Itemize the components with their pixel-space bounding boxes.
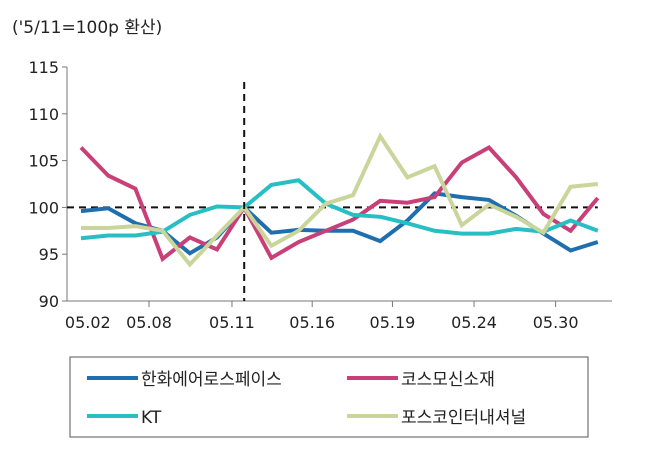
legend-box <box>69 356 589 438</box>
legend-label-2: KT <box>141 408 162 428</box>
x-tick-label: 05.11 <box>209 313 255 332</box>
y-tick-label: 110 <box>28 105 59 124</box>
series-line-2 <box>80 178 599 241</box>
y-tick-label: 115 <box>28 58 59 77</box>
y-tick-label: 90 <box>39 292 59 311</box>
chart-subtitle: ('5/11=100p 환산) <box>12 18 162 38</box>
legend-label-3: 포스코인터내셔널 <box>401 408 526 428</box>
x-tick-label: 05.19 <box>370 313 416 332</box>
y-tick-label: 95 <box>39 245 59 264</box>
series-line-3 <box>81 132 599 268</box>
x-tick-label: 05.16 <box>289 313 335 332</box>
x-tick-label: 05.30 <box>533 313 579 332</box>
legend-label-1: 코스모신소재 <box>401 370 495 390</box>
y-tick-label: 105 <box>28 152 59 171</box>
legend-label-0: 한화에어로스페이스 <box>141 370 282 390</box>
x-tick-label: 05.02 <box>65 313 111 332</box>
y-tick-label: 100 <box>28 198 59 217</box>
x-tick-label: 05.24 <box>451 313 497 332</box>
x-tick-label: 05.08 <box>126 313 172 332</box>
series-line-1 <box>79 144 600 263</box>
